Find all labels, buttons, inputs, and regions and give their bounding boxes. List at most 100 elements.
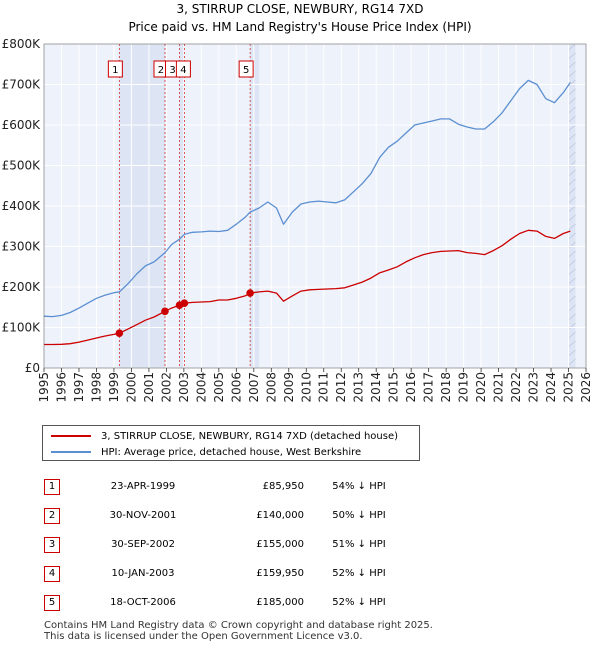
sale-date: 10-JAN-2003 — [111, 568, 175, 579]
sale-date: 18-OCT-2006 — [110, 597, 176, 608]
footer-copyright: Contains HM Land Registry data © Crown c… — [44, 620, 433, 631]
sale-date: 23-APR-1999 — [110, 481, 176, 492]
sale-label-number: 4 — [180, 65, 186, 76]
footer-license: This data is licensed under the Open Gov… — [44, 631, 363, 642]
x-tick-label: 1998 — [89, 372, 103, 403]
table-row: 1 23-APR-1999 £85,950 54% ↓ HPI — [44, 472, 414, 501]
hatch-line — [568, 115, 576, 123]
series-line — [44, 229, 571, 346]
hatch-line — [568, 340, 576, 348]
x-tick-label: 2017 — [422, 372, 436, 403]
hatch-line — [568, 358, 576, 366]
x-tick-label: 2025 — [562, 372, 576, 403]
sale-point — [246, 289, 254, 297]
y-tick-label: £800K — [2, 37, 42, 51]
y-tick-label: £200K — [2, 280, 42, 294]
y-tick-label: £0 — [25, 361, 40, 375]
hatch-line — [568, 178, 576, 186]
sale-hpi-diff: 51% ↓ HPI — [332, 539, 386, 550]
sale-price: £159,950 — [256, 568, 304, 579]
x-tick-label: 2016 — [404, 372, 418, 403]
table-row: 5 18-OCT-2006 £185,000 52% ↓ HPI — [44, 588, 414, 617]
footer-attribution: Contains HM Land Registry data © Crown c… — [44, 620, 433, 642]
sale-label-number: 2 — [158, 65, 164, 76]
sale-hpi-diff: 52% ↓ HPI — [332, 597, 386, 608]
x-tick-label: 2007 — [247, 372, 261, 403]
legend-item-property: 3, STIRRUP CLOSE, NEWBURY, RG14 7XD (det… — [51, 429, 398, 443]
y-tick-label: £500K — [2, 159, 42, 173]
y-tick-label: £600K — [2, 118, 42, 132]
legend-swatch-red — [51, 435, 91, 437]
sale-point — [180, 299, 189, 308]
hatch-line — [568, 124, 576, 132]
hatch-line — [568, 223, 576, 231]
legend-label-property: 3, STIRRUP CLOSE, NEWBURY, RG14 7XD (det… — [101, 430, 398, 442]
hatch-line — [568, 187, 576, 195]
hatch-line — [568, 133, 576, 141]
sale-label-number: 3 — [169, 65, 175, 76]
x-tick-label: 2001 — [142, 372, 156, 403]
x-tick-label: 1997 — [72, 372, 86, 403]
sale-label-box — [175, 60, 191, 78]
hatch-line — [568, 250, 576, 258]
x-tick-label: 2013 — [352, 372, 366, 403]
x-tick-label: 2004 — [194, 372, 208, 403]
sale-number-badge: 5 — [44, 594, 60, 611]
plot-frame — [43, 43, 587, 369]
x-tick-label: 2020 — [474, 372, 488, 403]
series-line — [43, 79, 571, 318]
hatch-line — [568, 43, 576, 51]
hatch-line — [568, 142, 576, 150]
hatch-line — [568, 61, 576, 69]
hatch-line — [568, 313, 576, 321]
x-tick-label: 1995 — [37, 372, 51, 403]
hatch-line — [568, 214, 576, 222]
legend-label-hpi: HPI: Average price, detached house, West… — [101, 446, 362, 458]
sale-point — [115, 329, 124, 337]
x-tick-label: 2005 — [212, 372, 226, 403]
x-tick-label: 2022 — [509, 372, 523, 403]
sale-label-number: 1 — [112, 65, 118, 76]
y-tick-label: £700K — [2, 78, 42, 92]
sale-hpi-diff: 54% ↓ HPI — [332, 481, 386, 492]
table-row: 4 10-JAN-2003 £159,950 52% ↓ HPI — [44, 559, 414, 588]
hatch-line — [568, 151, 576, 159]
legend-swatch-blue — [51, 451, 91, 453]
sale-number-badge: 4 — [44, 565, 60, 582]
sale-label-box — [238, 60, 254, 78]
hatch-line — [568, 52, 576, 60]
chart-title: 3, STIRRUP CLOSE, NEWBURY, RG14 7XD — [177, 2, 424, 16]
sale-number-badge: 2 — [44, 507, 60, 524]
x-tick-label: 2010 — [299, 372, 313, 403]
x-tick-label: 2023 — [527, 372, 541, 403]
table-row: 3 30-SEP-2002 £155,000 51% ↓ HPI — [44, 530, 414, 559]
hatch-line — [568, 232, 576, 240]
hatch-line — [568, 277, 576, 285]
x-tick-label: 2026 — [579, 372, 593, 403]
hatch-line — [568, 205, 576, 213]
x-tick-label: 2009 — [282, 372, 296, 403]
hatch-line — [568, 286, 576, 294]
sale-price: £155,000 — [256, 539, 304, 550]
price-chart: 3, STIRRUP CLOSE, NEWBURY, RG14 7XD Pric… — [2, 2, 593, 403]
table-row: 2 30-NOV-2001 £140,000 50% ↓ HPI — [44, 501, 414, 530]
hatch-line — [568, 268, 576, 276]
x-tick-label: 2011 — [317, 372, 331, 403]
legend-item-hpi: HPI: Average price, detached house, West… — [51, 445, 361, 459]
y-tick-label: £300K — [2, 240, 42, 254]
x-tick-label: 2024 — [544, 372, 558, 403]
x-tick-label: 2021 — [492, 372, 506, 403]
chart-subtitle: Price paid vs. HM Land Registry's House … — [128, 20, 471, 34]
hatch-line — [568, 88, 576, 96]
x-tick-label: 2003 — [177, 372, 191, 403]
sale-price: £185,000 — [256, 597, 304, 608]
x-tick-label: 2002 — [159, 372, 173, 403]
x-tick-label: 1999 — [107, 372, 121, 403]
hatch-line — [568, 70, 576, 78]
sale-date: 30-SEP-2002 — [111, 539, 175, 550]
sale-label-number: 5 — [243, 65, 249, 76]
hatch-line — [568, 304, 576, 312]
sale-hpi-diff: 50% ↓ HPI — [332, 510, 386, 521]
x-tick-label: 1996 — [54, 372, 68, 403]
hatch-line — [568, 349, 576, 357]
